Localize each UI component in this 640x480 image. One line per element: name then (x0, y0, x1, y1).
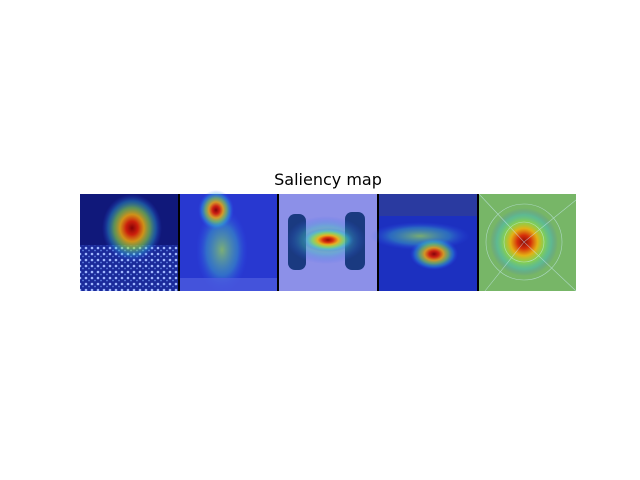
title: Saliency map (274, 170, 382, 189)
image-spider-web (478, 193, 577, 292)
image-tiger (80, 194, 178, 291)
image-dumbbell (279, 194, 377, 291)
image-boat (370, 194, 477, 291)
saliency-images (80, 190, 577, 292)
image-penguin (180, 190, 277, 292)
